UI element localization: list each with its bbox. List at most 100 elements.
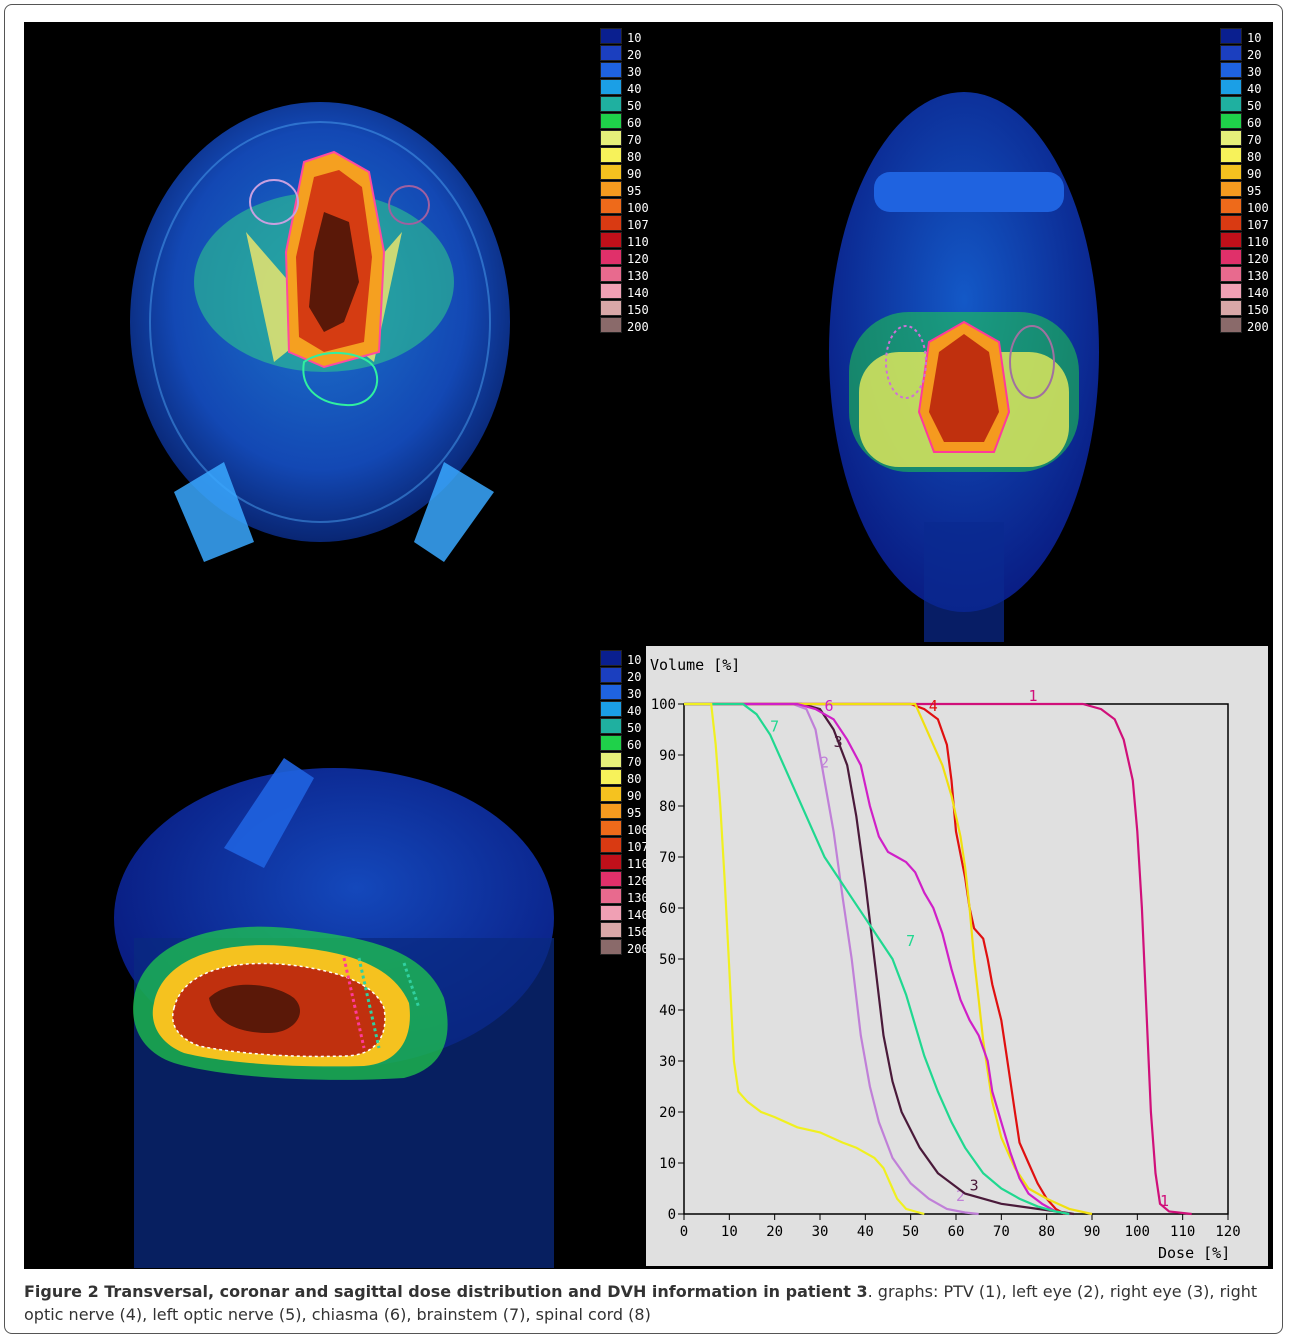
legend-label: 50	[1247, 99, 1262, 113]
legend-swatch	[1220, 79, 1242, 95]
legend-label: 40	[1247, 82, 1262, 96]
legend-label: 30	[1247, 65, 1262, 79]
legend-swatch	[600, 820, 622, 836]
x-tick-label: 10	[721, 1224, 738, 1240]
legend-swatch	[600, 684, 622, 700]
legend-label: 107	[627, 218, 649, 232]
dvh-chart: 0 10 20 30 40 50 60 70 80 90 100 110 120 0 10 20 30 40 50 6…	[646, 646, 1268, 1266]
legend-swatch	[600, 79, 622, 95]
legend-label: 100	[1247, 201, 1269, 215]
caption-text: . graphs: PTV (1), left eye (2), right e…	[24, 1282, 1258, 1324]
legend-swatch	[1220, 283, 1242, 299]
legend-label: 80	[627, 150, 642, 164]
legend-label: 50	[627, 99, 642, 113]
y-axis-label: Volume [%]	[650, 656, 740, 674]
legend-label: 200	[627, 942, 649, 956]
x-tick-label: 110	[1170, 1224, 1195, 1240]
dvh-series-line-8	[684, 702, 925, 1216]
dvh-chart-svg: 0 10 20 30 40 50 60 70 80 90 100 110 120 0 10 20 30 40 50 6…	[650, 656, 1241, 1262]
legend-label: 70	[627, 755, 642, 769]
legend-label: 120	[627, 252, 649, 266]
legend-swatch	[1220, 215, 1242, 231]
legend-swatch	[600, 283, 622, 299]
legend-label: 140	[1247, 286, 1269, 300]
y-tick-label: 60	[659, 901, 676, 917]
legend-swatch	[600, 718, 622, 734]
legend-swatch	[1220, 130, 1242, 146]
y-tick-label: 70	[659, 850, 676, 866]
legend-swatch	[600, 300, 622, 316]
legend-label: 80	[627, 772, 642, 786]
legend-swatch	[600, 752, 622, 768]
x-tick-label: 100	[1125, 1224, 1150, 1240]
x-tick-label: 60	[948, 1224, 965, 1240]
legend-label: 30	[627, 687, 642, 701]
legend-label: 20	[1247, 48, 1262, 62]
legend-swatch	[600, 198, 622, 214]
dvh-series-label-7: 7	[770, 718, 779, 736]
dvh-series-label-7: 7	[906, 932, 915, 950]
legend-label: 110	[1247, 235, 1269, 249]
legend-label: 130	[627, 891, 649, 905]
legend-label: 110	[627, 857, 649, 871]
legend-swatch	[1220, 181, 1242, 197]
x-tick-label: 50	[902, 1224, 919, 1240]
legend-label: 100	[627, 823, 649, 837]
legend-swatch	[600, 113, 622, 129]
y-tick-label: 40	[659, 1003, 676, 1019]
x-tick-label: 20	[766, 1224, 783, 1240]
dvh-series-line-4	[684, 702, 1066, 1215]
legend-label: 40	[627, 82, 642, 96]
legend-swatch	[600, 232, 622, 248]
x-tick-label: 30	[812, 1224, 829, 1240]
legend-label: 20	[627, 670, 642, 684]
dvh-series-line-1	[684, 702, 1192, 1216]
legend-swatch	[600, 266, 622, 282]
y-tick-label: 20	[659, 1105, 676, 1121]
legend-label: 140	[627, 908, 649, 922]
legend-swatch	[1220, 96, 1242, 112]
legend-label: 90	[627, 167, 642, 181]
dvh-series-line-2	[684, 702, 979, 1216]
legend-label: 90	[1247, 167, 1262, 181]
dvh-series-line-3	[684, 702, 1075, 1216]
dvh-series-line-7	[684, 702, 1070, 1216]
legend-label: 70	[627, 133, 642, 147]
legend-swatch	[600, 45, 622, 61]
legend-swatch	[600, 939, 622, 955]
legend-swatch	[600, 905, 622, 921]
legend-swatch	[1220, 62, 1242, 78]
legend-swatch	[600, 803, 622, 819]
legend-label: 130	[627, 269, 649, 283]
legend-swatch	[600, 769, 622, 785]
dvh-series-line-5	[684, 702, 1093, 1216]
legend-swatch	[600, 164, 622, 180]
legend-swatch	[600, 147, 622, 163]
legend-swatch	[600, 130, 622, 146]
legend-label: 60	[1247, 116, 1262, 130]
dvh-series-label-1: 1	[1160, 1192, 1169, 1210]
legend-label: 10	[1247, 31, 1262, 45]
legend-swatch	[1220, 300, 1242, 316]
legend-label: 95	[627, 184, 642, 198]
x-axis-label: Dose [%]	[1158, 1244, 1230, 1262]
y-tick-label: 10	[659, 1156, 676, 1172]
legend-swatch	[1220, 317, 1242, 333]
coronar-dose-panel	[829, 92, 1099, 642]
y-tick-label: 0	[668, 1207, 676, 1223]
legend-label: 107	[627, 840, 649, 854]
legend-swatch	[600, 871, 622, 887]
transversal-dose-panel	[130, 102, 510, 562]
x-tick-label: 120	[1215, 1224, 1240, 1240]
legend-label: 120	[627, 874, 649, 888]
x-tick-label: 90	[1084, 1224, 1101, 1240]
legend-label: 200	[627, 320, 649, 334]
legend-swatch	[1220, 147, 1242, 163]
legend-label: 120	[1247, 252, 1269, 266]
legend-label: 150	[627, 303, 649, 317]
figure-caption: Figure 2 Transversal, coronar and sagitt…	[24, 1280, 1268, 1326]
legend-swatch	[600, 786, 622, 802]
legend-label: 90	[627, 789, 642, 803]
legend-swatch	[600, 701, 622, 717]
legend-label: 130	[1247, 269, 1269, 283]
